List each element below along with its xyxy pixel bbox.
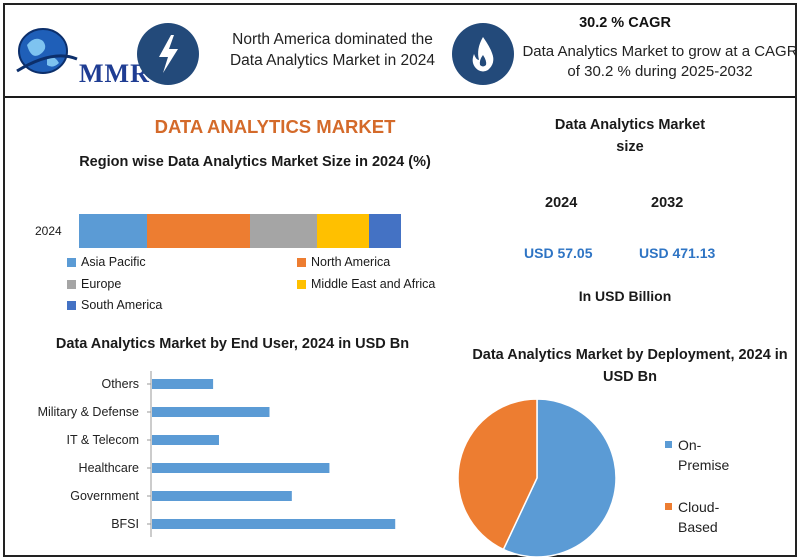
bar-it-telecom — [152, 435, 219, 445]
legend-swatch — [665, 441, 672, 448]
cagr-title: 30.2 % CAGR — [579, 15, 671, 31]
stack-segment-south-america — [368, 214, 401, 248]
stack-segment-middle-east-and-africa — [317, 214, 369, 248]
legend-item-europe: Europe — [67, 277, 121, 291]
legend-item-south-america: South America — [67, 298, 162, 312]
pie-slice-on-premise — [502, 398, 617, 558]
category-label: IT & Telecom — [67, 433, 140, 447]
category-label: Military & Defense — [38, 405, 139, 419]
legend-item-north-america: North America — [297, 255, 390, 269]
year-2032: 2032 — [651, 195, 684, 211]
legend-item-mea: Middle East and Africa — [297, 277, 435, 291]
lightning-bolt-icon — [137, 23, 199, 85]
enduser-chart-title: Data Analytics Market by End User, 2024 … — [55, 336, 410, 352]
year-2024: 2024 — [545, 195, 578, 211]
legend-swatch — [297, 257, 306, 267]
flame-icon — [452, 23, 514, 85]
stack-category-label: 2024 — [35, 224, 62, 238]
cagr-text: Data Analytics Market to grow at a CAGR … — [522, 43, 798, 80]
value-2024: USD 57.05 — [524, 245, 593, 261]
stack-segment-asia-pacific — [79, 214, 147, 248]
bar-government — [152, 491, 292, 501]
bar-military-defense — [152, 407, 270, 417]
pie-legend-item-cloud-based: Cloud-Based — [665, 497, 748, 537]
bar-healthcare — [152, 463, 330, 473]
legend-label: Cloud-Based — [678, 499, 720, 535]
deployment-chart-title: Data Analytics Market by Deployment, 202… — [472, 347, 788, 385]
category-label: Government — [70, 489, 139, 503]
logo: MMR — [13, 19, 149, 88]
legend-label: On-Premise — [678, 437, 730, 473]
region-stacked-bar — [79, 214, 401, 248]
legend-swatch — [67, 257, 76, 267]
market-title: DATA ANALYTICS MARKET — [154, 116, 396, 137]
legend-label: Europe — [81, 277, 122, 291]
pie-slice-cloud-based — [457, 398, 538, 551]
category-label: Others — [101, 377, 139, 391]
stack-segment-europe — [249, 214, 318, 248]
legend-swatch — [67, 300, 76, 310]
bar-bfsi — [152, 519, 396, 529]
legend-swatch — [67, 279, 76, 289]
logo-text: MMR — [79, 59, 150, 88]
headline-text: North America dominated the Data Analyti… — [229, 31, 436, 69]
region-chart-title: Region wise Data Analytics Market Size i… — [79, 154, 431, 170]
deployment-pie-chart — [457, 398, 617, 558]
legend-label: South America — [81, 298, 163, 312]
legend-label: North America — [311, 255, 391, 269]
pie-legend-item-on-premise: On-Premise — [665, 435, 748, 475]
legend-swatch — [665, 503, 672, 510]
legend-label: Asia Pacific — [81, 255, 146, 269]
globe-icon — [16, 28, 78, 74]
bar-others — [152, 379, 214, 389]
infographic-frame: MMR North America dominated the Data Ana… — [3, 3, 799, 558]
legend-label: Middle East and Africa — [311, 277, 436, 291]
category-label: BFSI — [111, 517, 139, 531]
header-band: MMR North America dominated the Data Ana… — [5, 5, 799, 91]
legend-swatch — [297, 279, 306, 289]
category-label: Healthcare — [79, 461, 139, 475]
value-2032: USD 471.13 — [639, 245, 716, 261]
enduser-bar-chart: Others Military & Defense IT & Telecom Heal… — [38, 371, 396, 537]
unit-label: In USD Billion — [578, 288, 672, 304]
header-divider — [5, 96, 795, 98]
stack-segment-north-america — [146, 214, 250, 248]
market-size-title: Data Analytics Market size — [554, 117, 706, 155]
legend-item-asia-pacific: Asia Pacific — [67, 255, 146, 269]
